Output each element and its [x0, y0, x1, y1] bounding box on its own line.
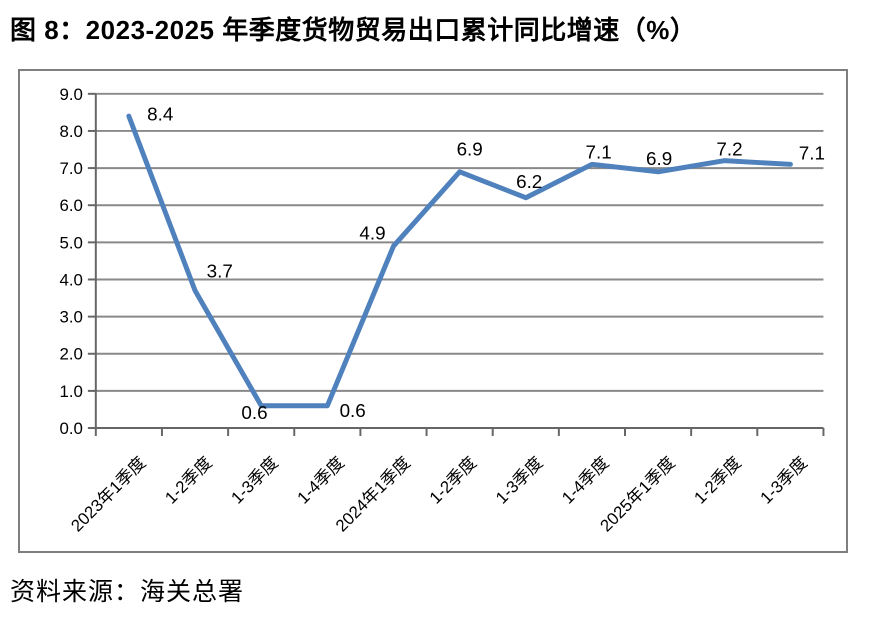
x-tick-label: 1-2季度: [426, 453, 481, 508]
series-line: [126, 113, 793, 409]
data-label: 3.7: [207, 260, 233, 281]
y-tick-label: 4.0: [59, 270, 82, 289]
x-axis-ticks: [94, 428, 825, 436]
x-tick-label: 1-3季度: [757, 453, 812, 508]
y-tick-label: 9.0: [59, 85, 82, 104]
x-tick-label: 2023年1季度: [67, 453, 149, 535]
x-tick-label: 1-3季度: [227, 453, 282, 508]
data-label: 8.4: [147, 104, 173, 125]
x-tick-label: 1-2季度: [161, 453, 216, 508]
data-labels: 8.4 3.7 0.6 0.6 4.9 6.9 6.2 7.1 6.9 7.2 7.1: [147, 104, 825, 424]
y-axis-ticks: [87, 92, 96, 430]
data-label: 7.1: [586, 141, 612, 162]
x-tick-label: 1-4季度: [558, 453, 613, 508]
page-title: 图 8：2023-2025 年季度货物贸易出口累计同比增速（%）: [10, 15, 697, 45]
x-tick-label: 1-4季度: [294, 453, 349, 508]
data-label: 6.9: [457, 138, 483, 159]
y-tick-label: 8.0: [59, 122, 82, 141]
data-label: 6.2: [516, 171, 542, 192]
gridlines: [95, 92, 824, 392]
x-tick-label: 1-2季度: [690, 453, 745, 508]
data-label: 7.2: [716, 138, 742, 159]
data-label: 0.6: [241, 402, 267, 423]
source-note: 资料来源：海关总署: [10, 578, 245, 606]
chart-frame: 0.0 1.0 2.0 3.0 4.0 5.0 6.0 7.0 8.0 9.0 2023年1季度 1-…: [18, 69, 848, 553]
y-tick-label: 0.0: [59, 419, 82, 438]
x-tick-label: 1-3季度: [492, 453, 547, 508]
y-tick-label: 2.0: [59, 345, 82, 364]
y-tick-label: 7.0: [59, 159, 82, 178]
y-tick-label: 5.0: [59, 233, 82, 252]
y-tick-label: 1.0: [59, 382, 82, 401]
data-label: 0.6: [340, 400, 366, 421]
y-tick-label: 3.0: [59, 308, 82, 327]
y-tick-label: 6.0: [59, 196, 82, 215]
data-label: 4.9: [359, 223, 385, 244]
data-label: 6.9: [646, 148, 672, 169]
y-axis-labels: 0.0 1.0 2.0 3.0 4.0 5.0 6.0 7.0 8.0 9.0: [59, 85, 82, 438]
data-label: 7.1: [799, 142, 825, 163]
